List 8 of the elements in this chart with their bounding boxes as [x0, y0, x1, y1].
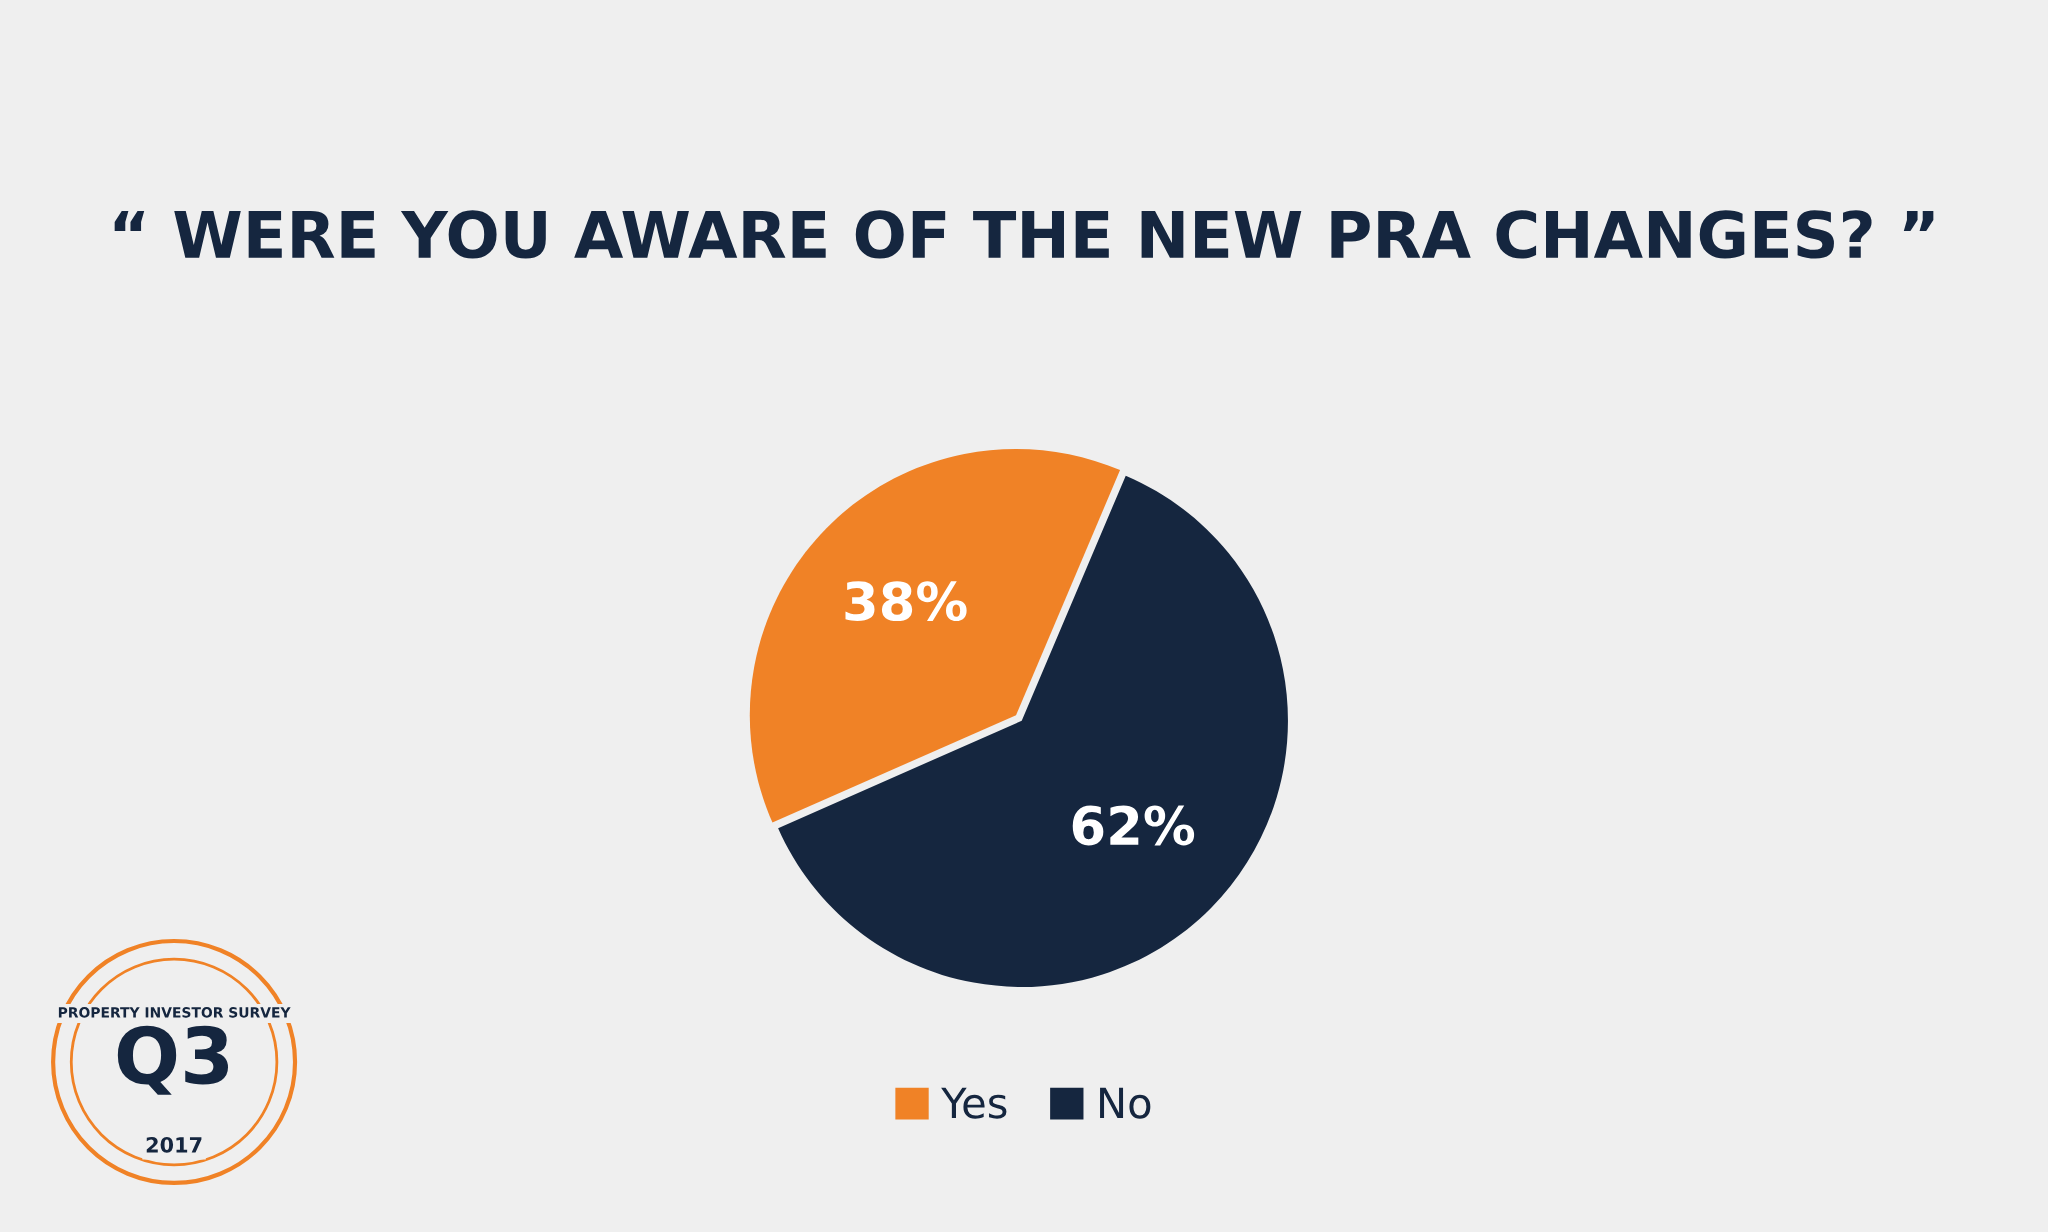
data-label: 38% [845, 581, 967, 622]
text: PROPERTY INVESTOR SURVEY [58, 1007, 291, 1018]
legend-label: Yes [941, 1087, 1007, 1119]
data-label: 62% [1072, 805, 1195, 846]
chart-title: “ WERE YOU AWARE OF THE NEW PRA CHANGES? ” [114, 210, 1934, 259]
text: Q3 [117, 1025, 229, 1095]
text: 2017 [146, 1136, 202, 1153]
legend-label: No [1100, 1087, 1151, 1119]
